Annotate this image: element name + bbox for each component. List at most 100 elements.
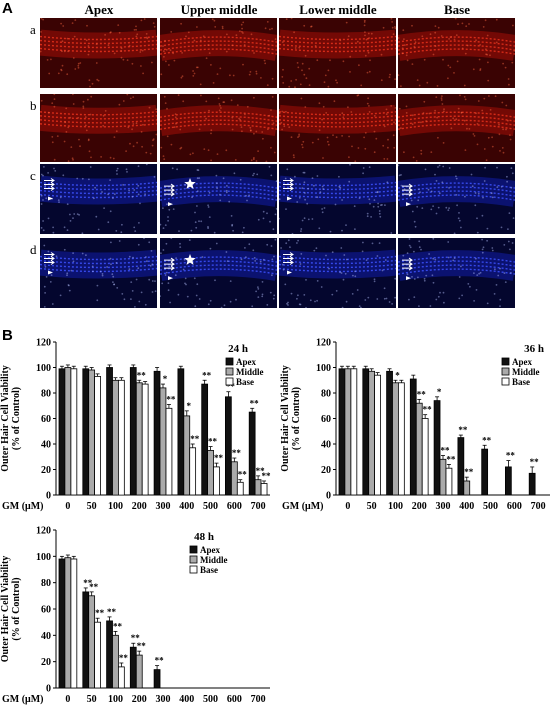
bar [129,367,137,496]
significance-label: ** [83,578,93,588]
bar [106,367,113,496]
micrograph-row-label: c [30,168,36,183]
bar [135,382,143,496]
bar [165,407,173,496]
x-axis-label: GM (μM) [2,501,43,512]
x-tick-label: 100 [388,501,403,512]
x-tick-label: 50 [87,694,97,705]
micrograph-tile [398,18,515,88]
bar [64,557,72,689]
y-tick-label: 60 [41,605,51,616]
y-axis-label: (% of Control) [11,387,22,450]
significance-label: ** [530,457,540,467]
bar [58,558,66,689]
significance-label: * [187,401,192,411]
y-axis-label: Outer Hair Cell Viability [0,365,11,472]
x-tick-label: 300 [156,501,171,512]
x-tick-label: 50 [367,501,377,512]
y-tick-label: 120 [36,338,51,349]
x-tick-label: 300 [436,501,451,512]
micrograph-row-label: b [30,98,37,113]
bar [415,402,423,496]
significance-label: ** [232,448,242,458]
x-axis-label: GM (μM) [282,501,323,512]
bar [433,400,441,496]
micrograph-tile [398,238,515,308]
micrograph-tile [40,164,157,234]
bar [248,411,256,496]
significance-label: ** [155,656,165,666]
y-axis-label: Outer Hair Cell Viability [0,556,11,663]
y-tick-label: 80 [321,389,331,400]
bar [445,467,453,496]
micrograph-tile [160,18,277,88]
y-tick-label: 20 [41,657,51,668]
legend-swatch [225,377,234,386]
y-tick-label: 100 [316,363,331,374]
bar [70,368,78,496]
bar [201,383,209,496]
bar [183,415,191,496]
bar [64,367,72,496]
significance-label: ** [119,653,129,663]
significance-label: ** [226,382,236,392]
micrograph-tile [398,164,515,234]
bar [457,437,465,496]
micrograph-row-label: d [30,242,37,257]
micrograph-tile [40,94,157,162]
significance-label: ** [113,621,123,631]
y-tick-label: 0 [326,491,331,502]
significance-label: * [163,374,168,384]
x-tick-label: 500 [203,694,218,705]
y-tick-label: 60 [41,414,51,425]
chart-36h: Outer Hair Cell Viability (% of Control) 0… [280,330,554,518]
significance-label: ** [137,370,147,380]
legend-swatch [189,545,198,554]
y-axis-label: Outer Hair Cell Viability [280,365,291,472]
y-tick-label: 100 [36,552,51,563]
y-tick-label: 20 [41,465,51,476]
bar [106,620,113,689]
legend-swatch [225,357,234,366]
legend-label: Base [512,377,530,387]
significance-label: * [395,370,400,380]
bar [141,383,149,496]
significance-label: ** [190,434,200,444]
y-axis-label: (% of Control) [11,577,22,640]
bar [94,621,101,689]
bar [439,458,447,496]
y-axis-label: (% of Control) [291,387,302,450]
x-tick-label: 400 [179,501,194,512]
micrograph-tile [279,18,396,88]
bar [94,376,101,496]
bar [236,481,244,496]
y-tick-label: 120 [36,526,51,537]
significance-label: ** [202,370,212,380]
chart-title: 36 h [524,343,544,355]
x-tick-label: 600 [227,694,242,705]
micrograph-row-label: a [30,22,36,37]
bar [481,448,489,496]
legend-swatch [501,357,510,366]
micrograph-tile [40,18,157,88]
bar [528,472,536,496]
bar [153,669,161,689]
significance-label: ** [238,470,248,480]
chart-title: 24 h [228,343,248,355]
x-tick-label: 0 [65,501,70,512]
y-tick-label: 60 [321,414,331,425]
bar [224,396,232,496]
bar [368,370,376,496]
bar [112,634,119,689]
x-tick-label: 400 [459,501,474,512]
legend-label: Middle [512,367,540,377]
significance-label: ** [137,641,147,651]
legend-swatch [189,565,198,574]
significance-label: ** [166,394,176,404]
y-tick-label: 100 [36,363,51,374]
x-tick-label: 200 [132,501,147,512]
significance-label: ** [89,582,99,592]
significance-label: ** [464,467,474,477]
bar [392,382,399,496]
legend-swatch [189,555,198,564]
